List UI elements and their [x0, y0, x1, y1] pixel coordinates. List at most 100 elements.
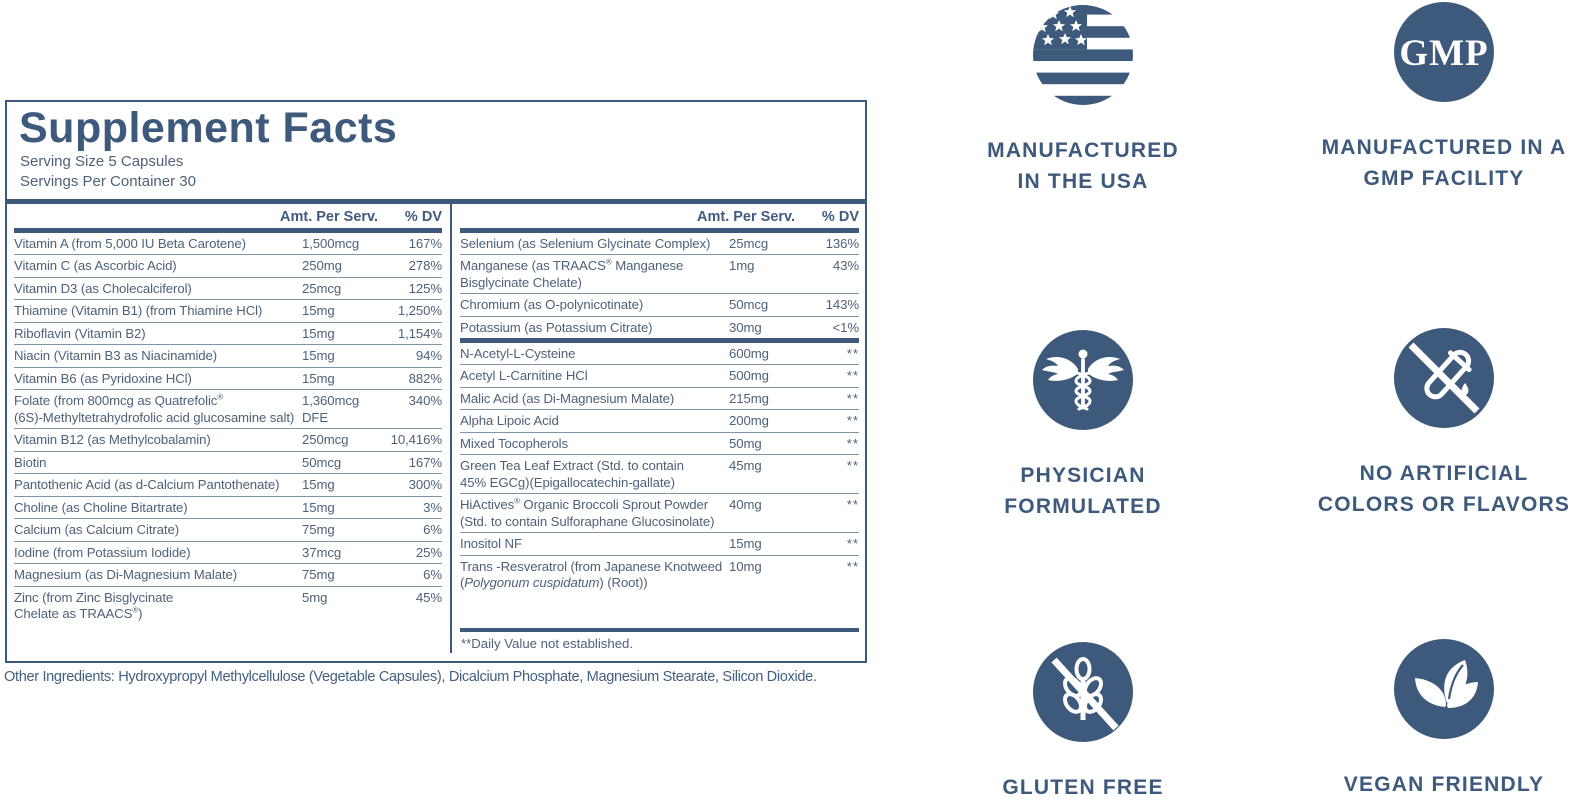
row-amount: 1mg: [729, 258, 755, 273]
row-amount: 25mcg: [729, 235, 769, 251]
row-daily-value: **: [846, 558, 859, 574]
table-row: Niacin (Vitamin B3 as Niacinamide) 15mg 94…: [14, 345, 442, 368]
row-name: Chromium (as O-polynicotinate): [460, 297, 644, 312]
badge-label: MANUFACTURED IN A GMP FACILITY: [1321, 136, 1567, 190]
row-daily-value: **: [846, 497, 859, 512]
row-name: Vitamin B6 (as Pyridoxine HCl): [14, 370, 192, 386]
table-row: Calcium (as Calcium Citrate) 75mg 6%: [14, 519, 442, 542]
table-row: Thiamine (Vitamin B1) (from Thiamine HCl…: [14, 300, 442, 323]
daily-value-footnote: **Daily Value not established.: [461, 636, 634, 651]
col-header-amt: Amt. Per Serv.: [280, 209, 379, 225]
row-name: Biotin: [14, 454, 47, 470]
row-name: Acetyl L-Carnitine HCl: [460, 368, 588, 383]
row-name: Inositol NF: [460, 536, 522, 551]
nutrient-rows-left: Vitamin A (from 5,000 IU Beta Carotene) 1…: [14, 233, 442, 625]
row-amount: 15mg: [302, 348, 335, 363]
row-name: HiActives® Organic Broccoli Sprout Powde…: [460, 496, 715, 529]
row-amount: 40mg: [729, 497, 762, 512]
table-row: Folate (from 800mcg as Quatrefolic® (6S)-…: [14, 390, 442, 429]
section-divider-bar: [460, 627, 859, 632]
row-amount: 15mg: [302, 325, 335, 341]
badge-vegan-friendly: VEGAN FRIENDLY: [1301, 637, 1583, 800]
row-name: Magnesium (as Di-Magnesium Malate): [14, 567, 238, 582]
table-row: Trans -Resveratrol (from Japanese Knotwe…: [460, 556, 859, 594]
row-daily-value: **: [846, 458, 859, 473]
row-daily-value: 167%: [408, 235, 442, 251]
nutrient-rows-other: N-Acetyl-L-Cysteine 600mg ** Acetyl L-Carni…: [460, 343, 859, 594]
row-daily-value: 10,416%: [390, 432, 442, 447]
row-amount: 215mg: [729, 390, 769, 406]
row-name: Malic Acid (as Di-Magnesium Malate): [460, 390, 675, 406]
column-header: Amt. Per Serv. % DV: [460, 204, 859, 228]
table-row: Zinc (from Zinc Bisglycinate Chelate as T…: [14, 587, 442, 625]
badge-label: VEGAN FRIENDLY: [1343, 773, 1545, 796]
serving-size: Serving Size 5 Capsules: [20, 153, 184, 170]
row-daily-value: **: [846, 390, 859, 406]
table-row: Selenium (as Selenium Glycinate Complex)…: [460, 233, 859, 255]
row-amount: 50mcg: [729, 297, 769, 312]
row-amount: 75mg: [302, 567, 335, 582]
row-amount: 500mg: [729, 368, 769, 383]
row-daily-value: **: [846, 536, 859, 551]
footnote-block: **Daily Value not established.: [460, 627, 859, 654]
col-header-dv: % DV: [404, 209, 442, 225]
row-amount: 15mg: [302, 370, 335, 386]
gluten-free-icon: [1033, 642, 1133, 742]
section-divider-bar: [7, 199, 865, 204]
badge-made-in-usa: MANUFACTURED IN THE USA: [933, 3, 1233, 197]
row-daily-value: 25%: [415, 544, 442, 560]
badge-gmp-facility: GMP MANUFACTURED IN A GMP FACILITY: [1301, 0, 1583, 194]
badge-gluten-free: GLUTEN FREE: [933, 640, 1233, 803]
row-amount: 15mg: [302, 499, 335, 515]
servings-per-container: Servings Per Container 30: [20, 173, 196, 190]
row-name: Iodine (from Potassium Iodide): [14, 544, 191, 560]
panel-title: Supplement Facts: [19, 104, 398, 152]
table-row: HiActives® Organic Broccoli Sprout Powde…: [460, 494, 859, 533]
row-name: Vitamin D3 (as Cholecalciferol): [14, 280, 192, 296]
row-name: Pantothenic Acid (as d-Calcium Pantothen…: [14, 477, 280, 492]
row-amount: 30mg: [729, 319, 762, 335]
gmp-icon: GMP: [1394, 2, 1494, 102]
badge-label: MANUFACTURED IN THE USA: [987, 139, 1179, 193]
row-name: N-Acetyl-L-Cysteine: [460, 345, 576, 361]
row-name: Vitamin C (as Ascorbic Acid): [14, 258, 177, 273]
table-row: Mixed Tocopherols 50mg **: [460, 433, 859, 455]
row-daily-value: 6%: [423, 522, 442, 537]
row-amount: 45mg: [729, 458, 762, 473]
row-name: Choline (as Choline Bitartrate): [14, 499, 188, 515]
supplement-facts-panel: Supplement Facts Serving Size 5 Capsules…: [5, 100, 867, 663]
badge-no-artificial: NO ARTIFICIAL COLORS OR FLAVORS: [1301, 326, 1583, 520]
row-daily-value: 143%: [825, 297, 859, 312]
table-row: Acetyl L-Carnitine HCl 500mg **: [460, 365, 859, 388]
row-daily-value: 300%: [408, 477, 442, 492]
table-row: Vitamin B12 (as Methylcobalamin) 250mcg 10…: [14, 429, 442, 452]
row-amount: 15mg: [302, 303, 335, 318]
row-name: Mixed Tocopherols: [460, 435, 569, 451]
row-name: Trans -Resveratrol (from Japanese Knotwe…: [460, 558, 723, 591]
table-row: Vitamin C (as Ascorbic Acid) 250mg 278%: [14, 255, 442, 278]
caduceus-icon: [1033, 330, 1133, 430]
row-name: Potassium (as Potassium Citrate): [460, 319, 653, 335]
badge-label: GLUTEN FREE: [1002, 776, 1164, 799]
row-daily-value: 1,154%: [397, 325, 442, 341]
row-daily-value: 167%: [408, 454, 442, 470]
table-row: Vitamin A (from 5,000 IU Beta Carotene) 1…: [14, 233, 442, 255]
table-row: Inositol NF 15mg **: [460, 533, 859, 556]
row-amount: 250mg: [302, 258, 342, 273]
row-name: Calcium (as Calcium Citrate): [14, 522, 180, 537]
facts-column-right: Amt. Per Serv. % DV Selenium (as Seleniu…: [450, 204, 865, 653]
table-row: Potassium (as Potassium Citrate) 30mg <1%: [460, 317, 859, 339]
table-row: Magnesium (as Di-Magnesium Malate) 75mg 6%: [14, 564, 442, 587]
row-amount: 75mg: [302, 522, 335, 537]
row-name: Alpha Lipoic Acid: [460, 413, 559, 428]
table-row: Pantothenic Acid (as d-Calcium Pantothen…: [14, 474, 442, 497]
section-divider-bar: [460, 228, 859, 233]
row-amount: 1,500mcg: [302, 235, 360, 251]
table-row: Green Tea Leaf Extract (Std. to contain 4…: [460, 455, 859, 494]
gmp-circle-text: GMP: [1399, 33, 1488, 74]
table-row: Vitamin D3 (as Cholecalciferol) 25mcg 125%: [14, 278, 442, 300]
facts-column-left: Amt. Per Serv. % DV Vitamin A (from 5,00…: [7, 204, 450, 653]
row-name: Zinc (from Zinc Bisglycinate Chelate as T…: [14, 589, 174, 622]
usa-flag-icon: [1033, 5, 1133, 105]
row-name: Manganese (as TRAACS® Manganese Bisglycin…: [460, 257, 684, 290]
